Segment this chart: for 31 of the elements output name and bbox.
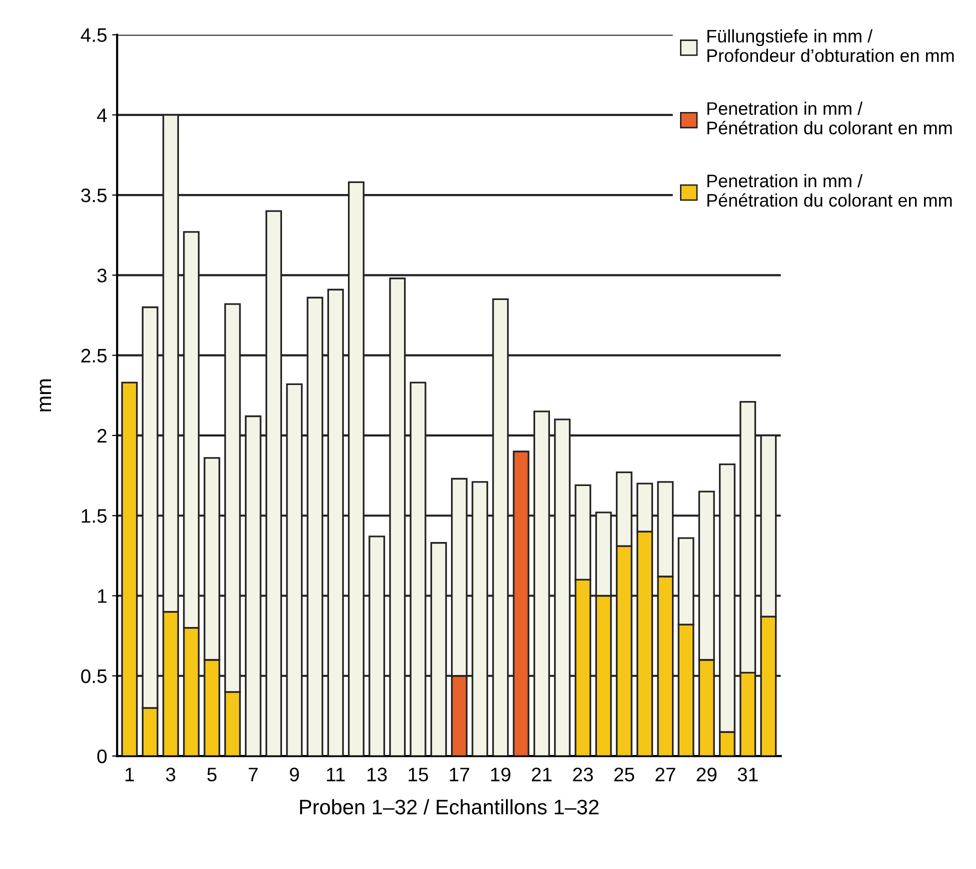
y-tick-label: 2: [98, 428, 106, 443]
y-tick-label: 3: [97, 268, 107, 282]
y-tick-label: 0.5: [81, 669, 107, 684]
x-tick-label: 15: [408, 768, 428, 782]
x-tick-label: 3: [166, 768, 176, 782]
y-tick-label: 0: [97, 750, 107, 764]
x-tick-label: 29: [696, 768, 716, 782]
x-tick-label: 7: [248, 768, 258, 782]
x-tick-label: 31: [738, 768, 758, 782]
x-tick-label: 23: [573, 768, 593, 782]
legend-label: Penetration in mm / Pénétration du colorant en mm: [707, 102, 952, 134]
x-tick-label: 19: [491, 768, 510, 782]
y-axis-title: mm: [40, 379, 52, 412]
x-tick-label: 27: [656, 768, 676, 782]
x-tick-label: 9: [290, 768, 299, 782]
y-tick-label: 4: [97, 108, 107, 122]
x-tick-label: 17: [450, 768, 470, 782]
y-tick-label: 3.5: [81, 188, 107, 202]
x-tick-label: 25: [614, 768, 634, 782]
x-tick-label: 1: [126, 768, 134, 782]
legend-label: Penetration in mm / Pénétration du colorant en mm: [707, 174, 952, 207]
x-tick-label: 21: [532, 768, 552, 782]
y-tick-label: 4.5: [80, 28, 107, 42]
x-tick-label: 13: [367, 768, 387, 782]
legend-label: Füllungstiefe in mm / Profondeur d’obturation en mm: [707, 29, 954, 62]
x-axis-title: Proben 1–32 / Echantillons 1–32: [300, 799, 598, 814]
x-tick-label: 11: [326, 768, 345, 782]
y-tick-label: 1.5: [82, 509, 107, 523]
y-tick-label: 2.5: [81, 348, 107, 363]
x-tick-label: 5: [207, 768, 217, 782]
y-tick-label: 1: [98, 589, 106, 603]
